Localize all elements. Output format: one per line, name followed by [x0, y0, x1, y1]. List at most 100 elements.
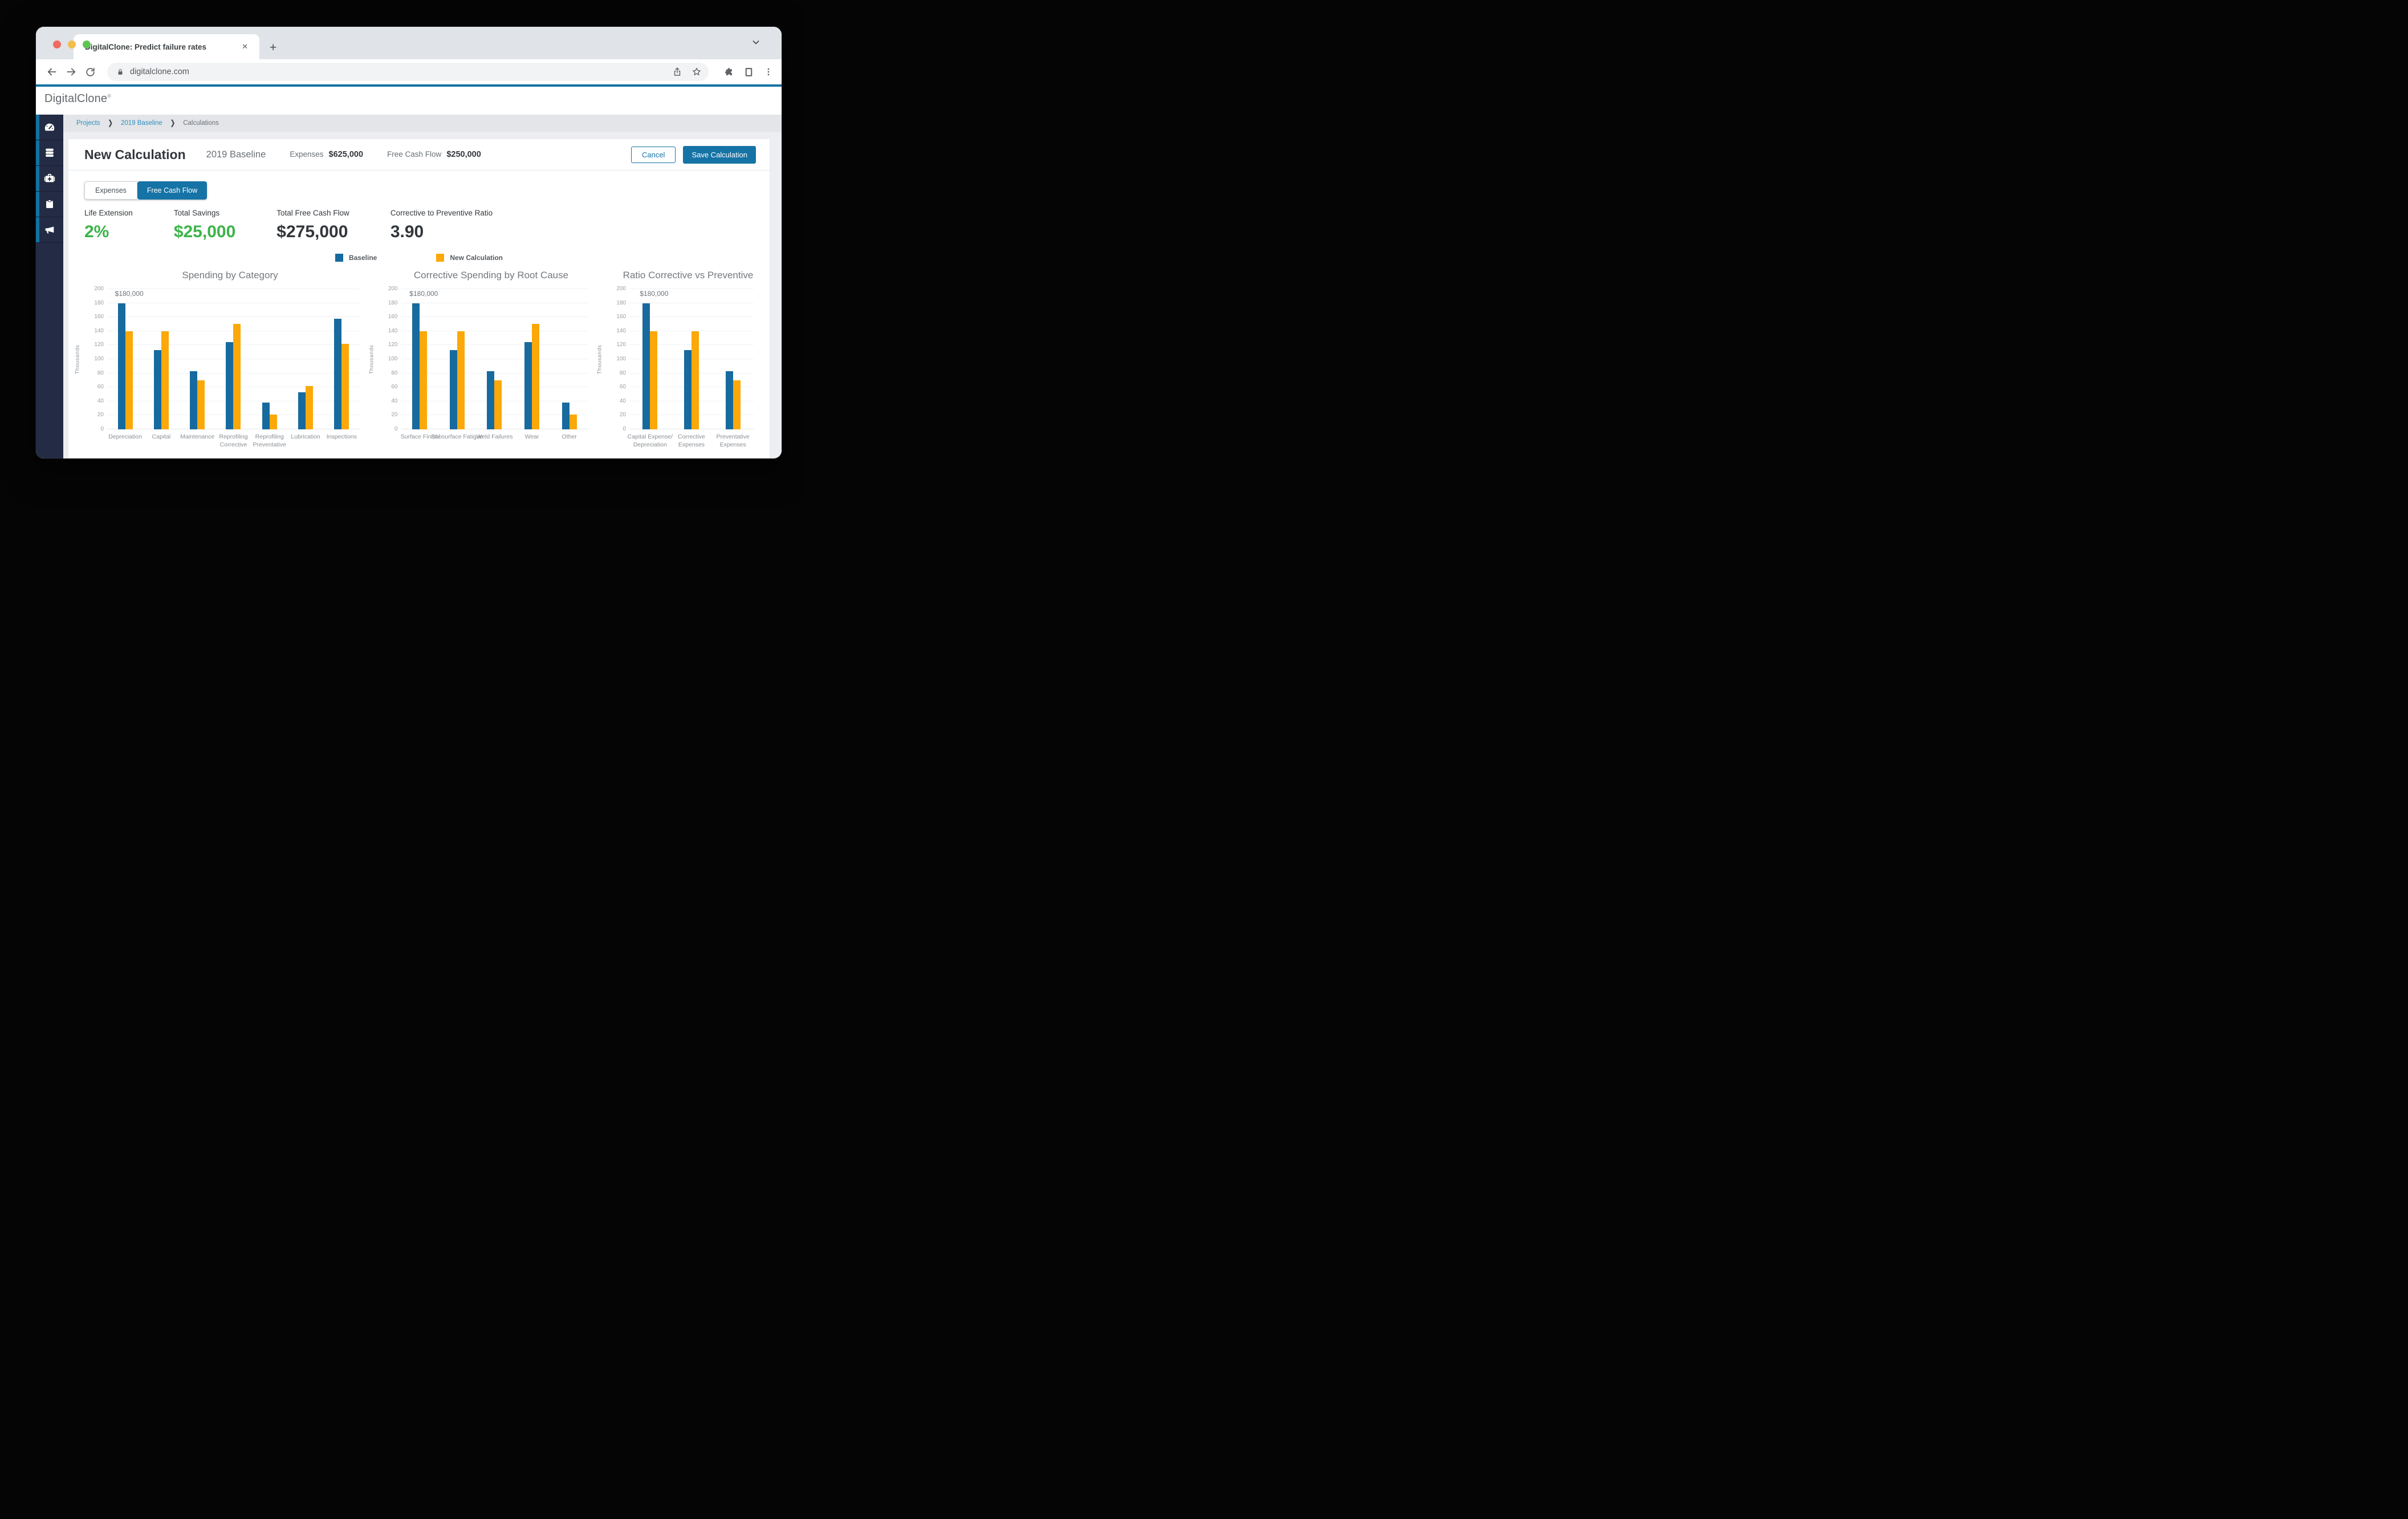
browser-window: DigitalClone: Predict failure rates ✕ + [36, 27, 782, 458]
y-axis-tick: 200 [616, 286, 626, 292]
new-tab-button[interactable]: + [270, 41, 277, 54]
side-panel-icon[interactable] [743, 67, 754, 78]
bar-new-calculation [233, 324, 241, 429]
browser-toolbar: digitalclone.com [36, 59, 782, 84]
bar-group: Inspections [327, 289, 357, 440]
bar-baseline [262, 403, 270, 429]
sidebar-item-maintenance[interactable] [36, 166, 63, 192]
breadcrumb-2019-baseline[interactable]: 2019 Baseline [120, 120, 162, 127]
app-logo-bar: DigitalClone® [36, 87, 782, 115]
chevron-right-icon: ❯ [170, 119, 176, 127]
bookmark-star-icon[interactable] [692, 67, 702, 77]
zoom-window-button[interactable] [83, 40, 91, 48]
bar-group: $180,000 Surface Finish [401, 289, 439, 440]
forward-icon[interactable] [66, 66, 77, 78]
category-label: Other [562, 433, 577, 440]
view-toggle: Expenses Free Cash Flow [84, 181, 208, 200]
legend-new-calculation: New Calculation [436, 254, 503, 262]
chart-ratio-corrective-vs-preventive: Ratio Corrective vs Preventive Thousands 0… [596, 264, 754, 458]
breadcrumb-calculations: Calculations [183, 120, 219, 127]
stat-corrective-preventive-ratio: Corrective to Preventive Ratio 3.90 [390, 209, 493, 241]
y-axis-tick: 80 [97, 369, 104, 376]
bar-baseline [562, 403, 570, 429]
url-bar[interactable]: digitalclone.com [107, 63, 709, 81]
category-label: Subsurface Fatigue [431, 433, 483, 440]
bar-group: Capital [152, 289, 170, 440]
back-icon[interactable] [46, 66, 58, 78]
stat-life-extension: Life Extension 2% [84, 209, 133, 241]
sidebar-item-announcements[interactable] [36, 217, 63, 243]
minimize-window-button[interactable] [68, 40, 76, 48]
extensions-puzzle-icon[interactable] [723, 67, 734, 78]
y-axis-tick: 40 [619, 397, 626, 404]
gauge-icon [43, 121, 56, 133]
bar-new-calculation [269, 415, 277, 429]
share-icon[interactable] [672, 67, 682, 77]
y-axis-tick: 0 [100, 426, 104, 432]
tab-expenses[interactable]: Expenses [84, 181, 137, 200]
database-icon [43, 147, 56, 159]
bar-baseline [684, 350, 692, 429]
y-axis-tick: 140 [94, 327, 104, 334]
bar-new-calculation [161, 331, 169, 429]
browser-tab[interactable]: DigitalClone: Predict failure rates ✕ [74, 34, 259, 59]
y-axis-tick: 180 [616, 299, 626, 306]
tab-free-cash-flow[interactable]: Free Cash Flow [137, 181, 208, 200]
megaphone-icon [43, 224, 56, 236]
chart-title: Spending by Category [182, 270, 278, 281]
bar-new-calculation [569, 415, 577, 429]
bar-group: Maintenance [180, 289, 214, 440]
tab-search-chevron-icon[interactable] [751, 37, 761, 47]
gridline [107, 316, 360, 318]
y-axis-tick: 200 [94, 286, 104, 292]
expenses-value: $625,000 [328, 150, 364, 159]
cancel-button[interactable]: Cancel [631, 146, 676, 163]
y-axis-label: Thousands [368, 344, 375, 375]
breadcrumb: Projects ❯ 2019 Baseline ❯ Calculations [63, 115, 782, 132]
y-axis-tick: 60 [97, 384, 104, 391]
bar-baseline [298, 392, 306, 429]
free-cash-flow-label: Free Cash Flow [387, 150, 442, 159]
close-window-button[interactable] [53, 40, 61, 48]
bar-baseline [642, 303, 650, 429]
clipboard-icon [43, 198, 56, 210]
reload-icon[interactable] [85, 67, 96, 78]
category-label: Depreciation [108, 433, 143, 440]
app-sidebar [36, 115, 63, 458]
bar-baseline [226, 342, 234, 429]
gridline [629, 316, 754, 318]
calculation-card: New Calculation 2019 Baseline Expenses $… [68, 139, 770, 458]
y-axis-tick: 60 [619, 384, 626, 391]
calculation-header: New Calculation 2019 Baseline Expenses $… [68, 139, 770, 170]
y-axis-tick: 200 [388, 286, 398, 292]
bar-group: Subsurface Fatigue [431, 289, 483, 440]
free-cash-flow-value: $250,000 [446, 150, 481, 159]
bar-baseline [725, 371, 733, 429]
tab-close-icon[interactable]: ✕ [242, 42, 248, 51]
category-label: Capital [152, 433, 171, 440]
bar-new-calculation [494, 380, 502, 429]
stat-total-free-cash-flow: Total Free Cash Flow $275,000 [276, 209, 349, 241]
y-axis-tick: 120 [388, 342, 398, 348]
browser-menu-kebab-icon[interactable] [763, 67, 774, 77]
category-label: Weld Failures [476, 433, 513, 440]
save-calculation-button[interactable]: Save Calculation [683, 145, 756, 164]
bar-new-calculation [341, 344, 349, 429]
bar-baseline [449, 350, 457, 429]
bar-new-calculation [532, 324, 540, 429]
y-axis-tick: 160 [616, 314, 626, 320]
gridline [401, 316, 588, 318]
bar-baseline [117, 303, 125, 429]
y-axis-tick: 180 [94, 299, 104, 306]
y-axis-tick: 40 [391, 397, 398, 404]
category-label: Inspections [326, 433, 357, 440]
sidebar-item-dashboard[interactable] [36, 115, 63, 140]
baseline-swatch [335, 254, 343, 262]
chart-legend: Baseline New Calculation [84, 254, 754, 262]
url-text: digitalclone.com [130, 67, 189, 76]
bar-group: Wear [524, 289, 540, 440]
sidebar-item-reports[interactable] [36, 192, 63, 217]
breadcrumb-projects[interactable]: Projects [76, 120, 100, 127]
summary-stats: Life Extension 2% Total Savings $25,000 … [84, 209, 754, 242]
sidebar-item-data[interactable] [36, 140, 63, 166]
